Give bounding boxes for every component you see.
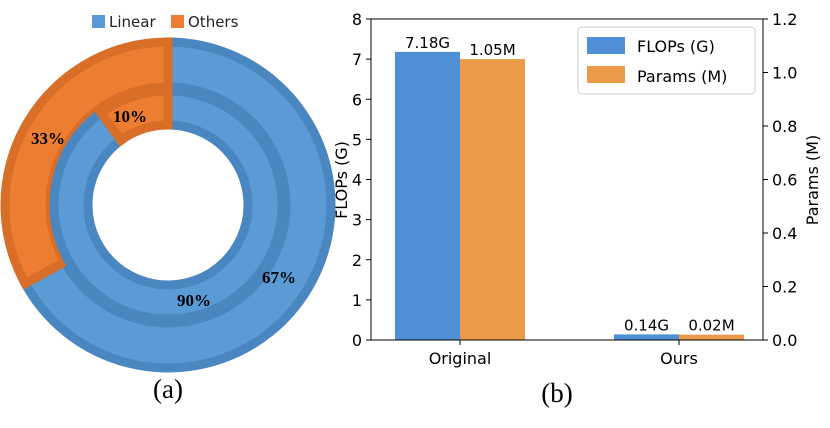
donut-slice-labels: 67% 33% 90% 10%: [31, 107, 296, 310]
right-tick-label: 0.2: [772, 278, 797, 297]
bar-chart-panel: 7.18G 0.14G 1.05M 0.02M 0 1 2 3 4 5 6 7 8 0.0 0.2 0.4…: [332, 10, 822, 408]
left-tick-label: 8: [352, 10, 362, 29]
donut-label-inner-others: 10%: [113, 107, 147, 126]
bar-data-labels: 7.18G 0.14G 1.05M 0.02M: [405, 34, 735, 335]
donut-label-inner-linear: 90%: [177, 291, 211, 310]
legend-label-linear: Linear: [109, 13, 156, 31]
donut-chart-panel: Linear Others 67% 33% 90% 10% (a): [0, 13, 336, 404]
bar-value-label-flops-original: 7.18G: [405, 34, 450, 52]
right-tick-label: 0.8: [772, 117, 797, 136]
bar-value-label-params-ours: 0.02M: [688, 317, 734, 335]
x-tick-label-original: Original: [429, 349, 492, 368]
x-axis: Original Ours: [429, 340, 698, 368]
left-tick-label: 0: [352, 331, 362, 350]
left-tick-label: 2: [352, 251, 362, 270]
left-tick-label: 3: [352, 211, 362, 230]
legend-swatch-flops: [587, 37, 625, 54]
donut-label-outer-others: 33%: [31, 129, 65, 148]
donut-inner-slice-others: [94, 86, 173, 147]
bar-series: [395, 51, 744, 341]
legend-swatch-params: [587, 66, 625, 83]
panel-a-caption: (a): [153, 374, 183, 404]
right-tick-label: 0.0: [772, 331, 797, 350]
legend-label-params: Params (M): [637, 67, 727, 86]
panel-b-caption: (b): [541, 378, 572, 408]
bar-flops-ours: [614, 334, 679, 340]
right-y-axis: 0.0 0.2 0.4 0.6 0.8 1.0 1.2: [763, 10, 797, 350]
right-tick-label: 0.4: [772, 224, 797, 243]
left-y-axis: 0 1 2 3 4 5 6 7 8: [352, 10, 371, 350]
right-tick-label: 1.2: [772, 10, 797, 29]
left-tick-label: 6: [352, 90, 362, 109]
bar-legend: FLOPs (G) Params (M): [577, 26, 756, 95]
donut-label-outer-linear: 67%: [262, 268, 296, 287]
donut-inner-ring: [49, 86, 287, 324]
legend-swatch-others: [171, 15, 184, 28]
left-tick-label: 5: [352, 130, 362, 149]
donut-inner-slice-linear: [49, 86, 287, 324]
legend-label-others: Others: [188, 13, 239, 31]
x-tick-label-ours: Ours: [660, 349, 698, 368]
left-tick-label: 1: [352, 291, 362, 310]
left-tick-label: 4: [352, 171, 362, 190]
bar-flops-original: [395, 51, 460, 341]
legend-label-flops: FLOPs (G): [637, 37, 715, 56]
bar-value-label-flops-ours: 0.14G: [624, 316, 669, 334]
bar-value-label-params-original: 1.05M: [469, 41, 515, 59]
right-tick-label: 0.6: [772, 171, 797, 190]
left-tick-label: 7: [352, 50, 362, 69]
right-axis-label: Params (M): [803, 135, 822, 225]
bar-params-original: [460, 59, 525, 340]
legend-swatch-linear: [92, 15, 105, 28]
donut-legend: Linear Others: [92, 13, 239, 31]
right-tick-label: 1.0: [772, 64, 797, 83]
left-axis-label: FLOPs (G): [332, 141, 351, 219]
bar-params-ours: [679, 334, 744, 340]
